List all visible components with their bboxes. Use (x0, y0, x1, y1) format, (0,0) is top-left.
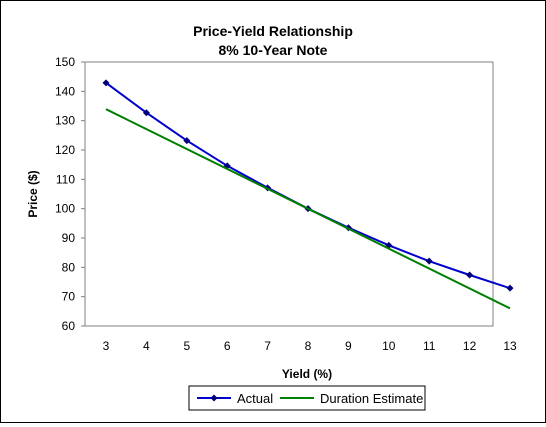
y-tick-label: 100 (55, 202, 75, 216)
series-line-duration-estimate (105, 108, 511, 310)
legend-label-duration-estimate: Duration Estimate (320, 391, 423, 406)
x-tick-label: 13 (503, 339, 517, 353)
y-tick-label: 70 (62, 290, 76, 304)
data-point-actual (425, 257, 433, 265)
plot-area (84, 61, 494, 327)
series-layer (102, 79, 514, 310)
y-tick-label: 90 (62, 231, 76, 245)
legend: Actual Duration Estimate (188, 385, 426, 411)
y-tick-label: 80 (62, 260, 76, 274)
x-tick-label: 11 (423, 339, 436, 353)
y-axis-title: Price ($) (26, 170, 40, 217)
legend-actual-marker (210, 394, 218, 402)
x-tick-label: 7 (264, 339, 271, 353)
y-tick-label: 60 (62, 319, 76, 333)
data-point-actual (466, 271, 474, 279)
x-tick-label: 10 (382, 339, 396, 353)
x-tick-label: 5 (183, 339, 190, 353)
y-tick-label: 140 (55, 84, 75, 98)
x-tick-label: 4 (143, 339, 150, 353)
x-tick-label: 8 (305, 339, 312, 353)
data-point-actual (506, 284, 514, 292)
x-tick-label: 6 (224, 339, 231, 353)
x-tick-label: 12 (463, 339, 477, 353)
y-tick-label: 120 (55, 143, 75, 157)
y-axis: 60 70 80 90 100 110 120 130 140 150 (55, 55, 86, 333)
x-tick-label: 3 (103, 339, 110, 353)
legend-label-actual: Actual (237, 391, 273, 406)
y-tick-label: 130 (55, 114, 75, 128)
x-axis: 3 4 5 6 7 8 9 10 11 12 13 (85, 325, 517, 353)
data-point-actual (102, 79, 110, 87)
chart-title-line-1: Price-Yield Relationship (193, 23, 353, 39)
chart-title-line-2: 8% 10-Year Note (219, 42, 328, 58)
data-point-actual (142, 109, 150, 117)
data-point-actual (183, 137, 191, 145)
x-axis-title: Yield (%) (282, 367, 332, 381)
y-tick-label: 150 (55, 55, 75, 69)
x-tick-label: 9 (345, 339, 352, 353)
y-tick-label: 110 (56, 172, 75, 186)
